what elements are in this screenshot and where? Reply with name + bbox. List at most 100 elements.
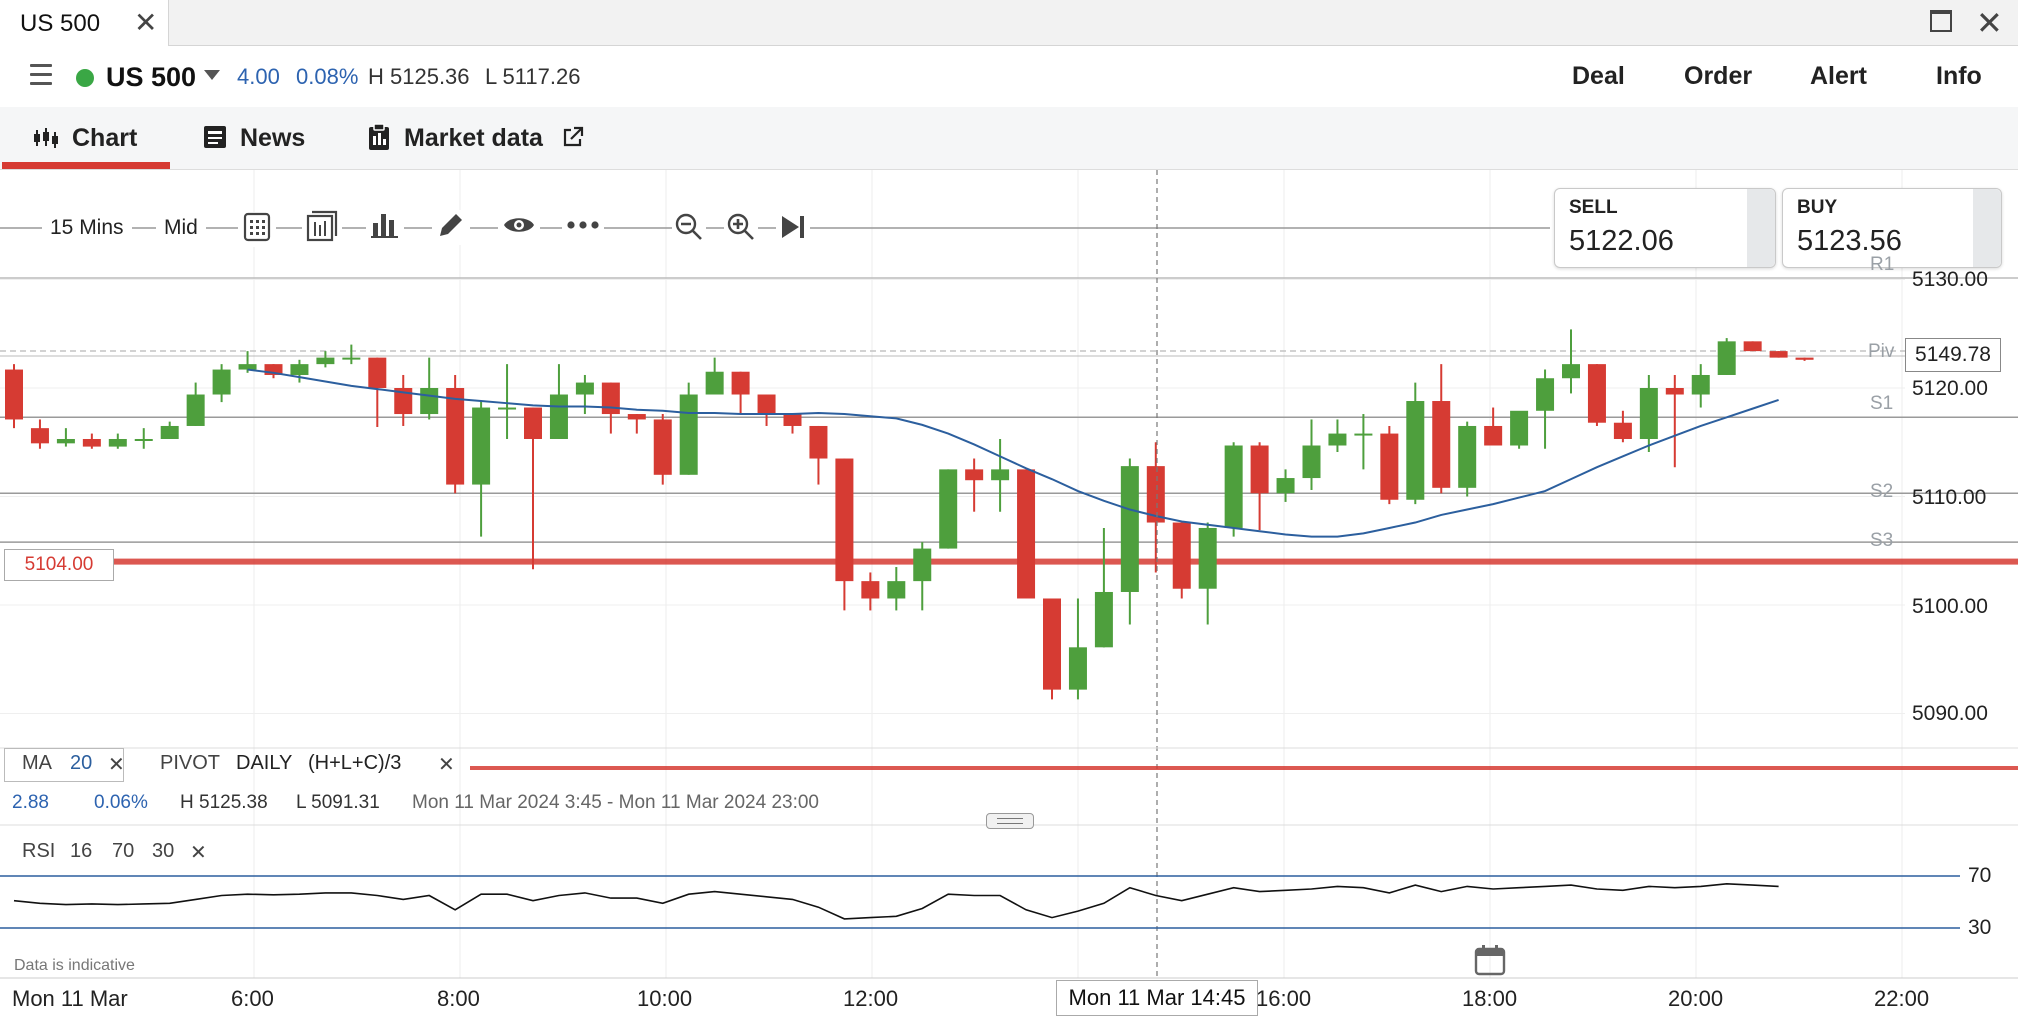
candle-body <box>1354 433 1373 436</box>
remove-pivot-icon[interactable]: ✕ <box>438 754 455 776</box>
buy-label: BUY <box>1797 197 1838 218</box>
pivot-piv-label: Piv <box>1868 341 1895 362</box>
sell-button[interactable]: SELL 5122.06 <box>1554 188 1776 268</box>
pivot-s1-label: S1 <box>1870 393 1894 414</box>
candle-body <box>627 414 646 420</box>
buy-button[interactable]: BUY 5123.56 <box>1782 188 2002 268</box>
chevron-down-icon[interactable] <box>204 70 220 80</box>
candle-body <box>1302 445 1321 479</box>
pivot-r1-label: R1 <box>1870 254 1895 275</box>
ma-20-line <box>247 368 1779 538</box>
candle-body <box>420 388 439 415</box>
instrument-high: H 5125.36 <box>368 64 470 89</box>
maximize-icon[interactable] <box>1930 10 1952 32</box>
tab-news[interactable]: News <box>240 124 306 152</box>
candle-body <box>5 369 23 420</box>
candle-body <box>809 425 828 459</box>
visibility-eye-icon[interactable] <box>498 212 540 243</box>
candle-body <box>1484 425 1503 446</box>
x-tick-label: 20:00 <box>1668 986 1724 1011</box>
pivot-label: PIVOT <box>160 752 221 774</box>
candle-body <box>1224 445 1243 528</box>
remove-ma-icon[interactable]: ✕ <box>108 754 125 776</box>
price-type-selector[interactable]: Mid <box>156 216 206 240</box>
more-options-icon[interactable] <box>562 218 604 237</box>
chart-type-icon[interactable] <box>302 210 342 247</box>
instrument-name[interactable]: US 500 <box>106 62 197 92</box>
y-tick-label: 5100.00 <box>1912 595 1988 618</box>
candle-body <box>575 382 594 395</box>
deal-button[interactable]: Deal <box>1572 62 1625 90</box>
candle-body <box>290 364 309 375</box>
alert-button[interactable]: Alert <box>1810 62 1867 90</box>
price-chart[interactable] <box>0 170 2018 1018</box>
instrument-change-pct: 0.08% <box>296 64 359 89</box>
candle-body <box>394 388 413 415</box>
candle-body <box>679 394 698 475</box>
content-tab-bar <box>0 107 2018 170</box>
market-status-dot <box>76 69 94 87</box>
tab-market-data[interactable]: Market data <box>404 124 543 152</box>
active-tab-indicator <box>2 162 170 169</box>
candle-body <box>56 438 75 444</box>
candle-body <box>264 364 283 375</box>
menu-icon[interactable] <box>30 64 52 91</box>
x-tick-label: 16:00 <box>1256 986 1312 1011</box>
close-tab-icon[interactable]: ✕ <box>134 7 158 38</box>
x-tick-label: 12:00 <box>843 986 899 1011</box>
window-tab-title: US 500 <box>20 10 101 37</box>
candle-body <box>1665 388 1684 395</box>
rsi-tick-label: 70 <box>1968 864 1992 887</box>
ma-period: 20 <box>70 752 93 774</box>
info-button[interactable]: Info <box>1936 62 1982 90</box>
candle-body <box>939 469 958 549</box>
horizontal-line-price-tag[interactable]: 5104.00 <box>4 549 114 581</box>
candle-body <box>1458 425 1477 488</box>
zoom-in-icon[interactable] <box>724 212 758 247</box>
candle-body <box>887 581 906 599</box>
x-tick-label: 18:00 <box>1462 986 1518 1011</box>
candle-body <box>1562 364 1580 379</box>
news-icon <box>203 124 227 155</box>
candle-body <box>1068 647 1087 690</box>
remove-rsi-icon[interactable]: ✕ <box>190 842 207 864</box>
candle-body <box>549 394 568 439</box>
rsi-period: 16 <box>70 840 93 862</box>
order-button[interactable]: Order <box>1684 62 1753 90</box>
candle-body <box>1587 364 1606 423</box>
candle-body <box>913 548 932 582</box>
candle-body <box>757 394 776 415</box>
drawing-pencil-icon[interactable] <box>432 210 470 245</box>
candle-body <box>1380 433 1399 500</box>
calendar-icon[interactable] <box>1474 944 1506 981</box>
calculator-icon[interactable] <box>238 212 276 247</box>
close-window-icon[interactable]: ✕ <box>1976 5 2003 41</box>
window-tab-bar <box>0 0 2018 46</box>
candle-body <box>653 419 672 475</box>
external-link-icon[interactable] <box>562 126 584 153</box>
indicators-icon[interactable] <box>366 210 404 245</box>
range-high: H 5125.38 <box>180 792 268 813</box>
x-tick-label: 22:00 <box>1874 986 1930 1011</box>
range-dates: Mon 11 Mar 2024 3:45 - Mon 11 Mar 2024 2… <box>412 792 819 813</box>
tab-chart[interactable]: Chart <box>72 124 138 152</box>
pane-resize-handle[interactable] <box>986 813 1034 829</box>
ma-label: MA <box>22 752 52 774</box>
window-tab[interactable]: US 500 ✕ <box>0 0 169 46</box>
y-tick-label: 5090.00 <box>1912 702 1988 725</box>
ma-indicator-chip[interactable] <box>4 748 124 782</box>
candle-body <box>1613 422 1632 439</box>
range-change-pct: 0.06% <box>94 792 148 813</box>
pivot-period: DAILY <box>236 752 293 774</box>
market-data-icon <box>368 123 390 156</box>
crosshair-time-label: Mon 11 Mar 14:45 <box>1056 980 1258 1016</box>
candle-body <box>1510 410 1529 446</box>
rsi-line <box>13 882 1779 920</box>
pivot-s3-label: S3 <box>1870 530 1894 551</box>
candle-body <box>368 357 387 388</box>
candle-body <box>1536 378 1555 411</box>
interval-selector[interactable]: 15 Mins <box>42 216 132 240</box>
jump-to-latest-icon[interactable] <box>776 212 810 247</box>
zoom-out-icon[interactable] <box>672 212 706 247</box>
sell-button-accent <box>1747 189 1775 267</box>
